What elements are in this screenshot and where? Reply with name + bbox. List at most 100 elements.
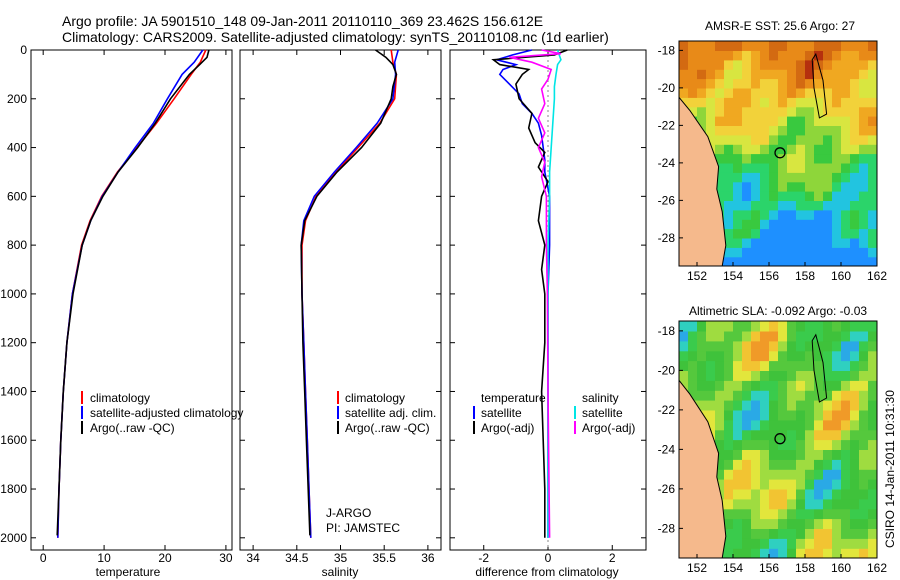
map-cell	[859, 153, 869, 164]
map-cell	[850, 87, 860, 98]
map-cell	[724, 87, 734, 98]
map-cell	[805, 87, 815, 98]
map-cell	[868, 429, 877, 441]
map-cell	[823, 228, 833, 239]
map-cell	[832, 429, 842, 441]
map-cell	[724, 390, 734, 401]
map-cell	[706, 321, 716, 332]
map-cell	[841, 330, 851, 342]
x-tick-label: -2	[478, 551, 489, 565]
map-cell	[760, 219, 770, 230]
map-cell	[832, 256, 842, 266]
map-cell	[760, 518, 770, 529]
map-cell	[787, 256, 797, 266]
map-cell	[805, 548, 815, 558]
map-cell	[769, 390, 779, 401]
map-cell	[850, 153, 860, 164]
map-cell	[868, 106, 877, 117]
map-cell	[742, 321, 752, 332]
x-tick-labels: 0 10 20 30 34 34.5 35 35.5 36 -2 0 2	[40, 551, 616, 565]
map-cell	[769, 41, 779, 51]
map-cell	[724, 488, 734, 500]
map-cell	[805, 518, 815, 529]
map-cell	[706, 116, 716, 126]
map-cell	[760, 209, 770, 220]
map-cell	[832, 50, 842, 61]
map-cell	[805, 449, 815, 460]
map-cell	[697, 116, 707, 126]
map-cell	[796, 469, 806, 480]
map-cell	[841, 219, 851, 230]
map-cell	[868, 518, 877, 529]
map-cell	[688, 360, 698, 371]
map-cell	[868, 459, 877, 470]
map-cell	[724, 449, 734, 460]
float-pi: PI: JAMSTEC	[326, 521, 400, 535]
sla-map	[679, 321, 877, 558]
map-cell	[859, 380, 869, 391]
map-cell	[724, 228, 734, 239]
map-cell	[814, 330, 824, 342]
map-cell	[787, 209, 797, 220]
map-cell	[814, 370, 824, 381]
map-cell	[796, 340, 806, 352]
bathymetry-contour	[811, 52, 828, 119]
map-cell	[769, 153, 779, 164]
map-cell	[787, 508, 797, 520]
map-cell	[850, 498, 860, 510]
map-cell	[724, 172, 734, 183]
map-cell	[859, 134, 869, 145]
map-cell	[724, 419, 734, 431]
map-cell	[706, 50, 716, 61]
map-cell	[832, 247, 842, 258]
map-cell	[760, 538, 770, 549]
map-cell	[832, 439, 842, 450]
map-cell	[751, 419, 761, 431]
salinity-xlabel: salinity	[322, 565, 359, 579]
map-cell	[787, 116, 797, 126]
map-cell	[805, 59, 815, 70]
legend-satellite-adjusted: satellite-adjusted climatology	[90, 406, 243, 420]
map-cell	[742, 548, 752, 558]
map-cell	[850, 41, 860, 51]
map-cell	[823, 209, 833, 220]
map-cell	[859, 469, 869, 480]
map-cell	[769, 78, 779, 89]
map-cell	[760, 116, 770, 126]
map-cell	[868, 134, 877, 145]
map-cell	[742, 144, 752, 155]
map-cell	[697, 59, 707, 70]
map-cell	[841, 69, 851, 80]
map-cell	[868, 219, 877, 230]
map-cell	[742, 400, 752, 411]
map-cell	[859, 228, 869, 239]
map-cell	[796, 134, 806, 145]
map-cell	[778, 548, 788, 558]
temperature-xlabel: temperature	[96, 565, 161, 579]
map-cell	[814, 181, 824, 192]
map-cell	[778, 69, 788, 80]
map-cell	[778, 370, 788, 381]
map-cell	[751, 200, 761, 211]
map-cell	[841, 340, 851, 352]
map-cell	[724, 153, 734, 164]
map-cell	[859, 87, 869, 98]
map-cell	[787, 78, 797, 89]
map-cell	[760, 125, 770, 136]
map-cell	[859, 116, 869, 126]
map-cell	[841, 153, 851, 164]
map-cell	[805, 508, 815, 520]
map-cell	[841, 350, 851, 362]
map-cell	[751, 350, 761, 362]
map-cell	[850, 116, 860, 126]
map-cell	[841, 87, 851, 98]
map-cell	[724, 59, 734, 70]
depth-tick-label: 1200	[0, 336, 27, 350]
map-cell	[715, 409, 725, 421]
map-cell	[688, 97, 698, 108]
map-cell	[733, 87, 743, 98]
map-cell	[760, 350, 770, 362]
map-cell	[778, 439, 788, 450]
map-cell	[679, 370, 689, 381]
map-cell	[787, 125, 797, 136]
